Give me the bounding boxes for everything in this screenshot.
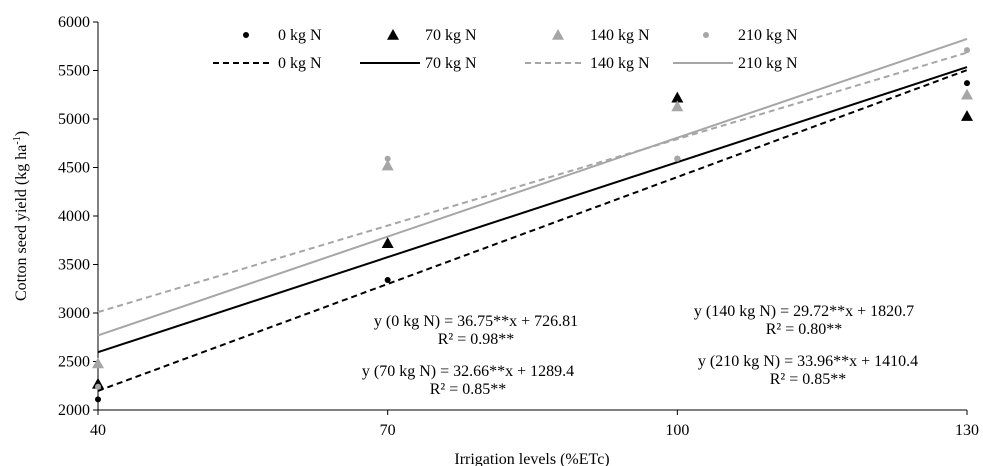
data-point <box>92 357 104 369</box>
trendline <box>97 51 968 314</box>
y-tick-label: 2000 <box>58 402 90 419</box>
data-point <box>381 159 394 171</box>
y-axis-title-main: Cotton seed yield (kg ha <box>13 145 30 301</box>
data-point <box>92 377 104 389</box>
x-tick-label: 100 <box>665 422 689 439</box>
trendline <box>97 69 968 392</box>
data-point <box>95 383 101 390</box>
trendline <box>97 38 968 337</box>
y-tick-label: 4500 <box>58 160 90 177</box>
y-tick-label: 3000 <box>58 305 90 322</box>
r-squared: R² = 0.80** <box>766 321 843 338</box>
regression-equation: y (210 kg N) = 33.96**x + 1410.4 <box>698 353 918 370</box>
y-axis-title: Cotton seed yield (kg ha-1) <box>12 131 30 301</box>
regression-equation: y (70 kg N) = 32.66**x + 1289.4 <box>362 363 574 380</box>
data-point <box>671 91 684 103</box>
regression-equation: y (140 kg N) = 29.72**x + 1820.7 <box>694 303 914 320</box>
legend-label: 70 kg N <box>425 27 477 44</box>
data-point <box>671 100 684 112</box>
axes <box>97 22 967 411</box>
x-axis-title: Irrigation levels (%ETc) <box>454 451 609 466</box>
data-point <box>674 155 681 162</box>
x-ticks: 40 70 100 130 <box>90 410 979 439</box>
trendline <box>97 66 968 354</box>
legend-label: 140 kg N <box>590 27 650 44</box>
legend-trend-label: 140 kg N <box>590 55 650 72</box>
legend-trend-label: 210 kg N <box>738 55 798 72</box>
data-point <box>964 47 970 54</box>
legend-label: 0 kg N <box>278 27 322 44</box>
legend-label: 210 kg N <box>738 27 798 44</box>
y-tick-label: 2500 <box>58 354 90 371</box>
points <box>92 47 973 403</box>
data-point <box>384 155 391 162</box>
y-tick-label: 5500 <box>58 63 90 80</box>
data-point <box>964 80 970 87</box>
r-squared: R² = 0.85** <box>770 371 847 388</box>
x-tick-label: 130 <box>955 422 979 439</box>
y-tick-label: 5000 <box>58 111 90 128</box>
data-point <box>381 237 394 248</box>
data-point <box>961 88 973 100</box>
r-squared: R² = 0.98** <box>438 331 515 348</box>
y-axis-title-close: ) <box>13 131 30 136</box>
data-point <box>961 110 973 121</box>
data-point <box>95 396 101 403</box>
x-tick-label: 70 <box>380 422 396 439</box>
regression-equation: y (0 kg N) = 36.75**x + 726.81 <box>374 313 578 330</box>
y-axis-title-sup: -1 <box>12 136 23 144</box>
trendlines <box>97 38 968 392</box>
legend: 0 kg N 0 kg N 70 kg N 70 kg N 140 kg N 140 kg… <box>213 27 798 72</box>
legend-marker <box>387 29 399 40</box>
legend-trend-label: 0 kg N <box>278 55 322 72</box>
r-squared: R² = 0.85** <box>430 381 507 398</box>
x-tick-label: 40 <box>90 422 106 439</box>
data-point <box>384 277 391 284</box>
y-tick-label: 3500 <box>58 257 90 274</box>
legend-trend-label: 70 kg N <box>425 55 477 72</box>
y-tick-label: 4000 <box>58 208 90 225</box>
legend-marker <box>243 32 249 38</box>
legend-marker <box>552 29 564 40</box>
y-ticks: 2000 2500 3000 3500 4000 4500 5000 5500 6000 <box>58 14 98 419</box>
legend-marker <box>703 32 709 38</box>
y-tick-label: 6000 <box>58 14 90 31</box>
